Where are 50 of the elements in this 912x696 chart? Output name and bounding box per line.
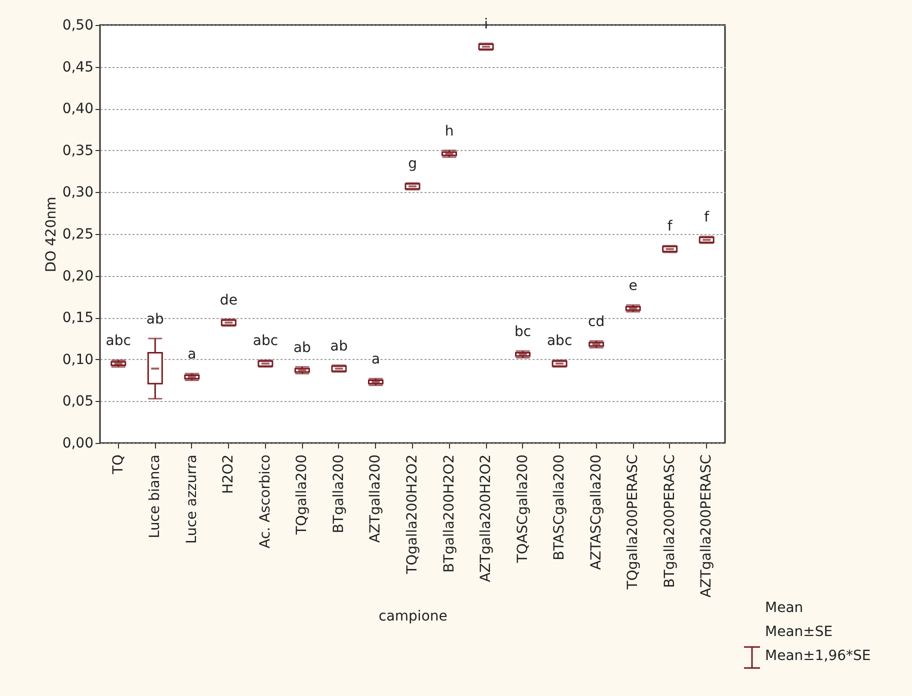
y-tick-label: 0,00 [62, 436, 94, 452]
y-tick-label: 0,25 [62, 226, 94, 242]
annotation: g [408, 156, 417, 172]
x-tick-label: BTASCgalla200 [552, 454, 568, 560]
x-tick-label: Luce bianca [147, 454, 164, 538]
x-tick-label: Luce azzurra [184, 454, 200, 544]
x-tick-label: TQASCgalla200 [514, 454, 531, 564]
y-tick-label: 0,45 [62, 59, 94, 76]
x-tick-label: AZTgalla200 [368, 454, 384, 543]
annotation: abc [106, 333, 131, 350]
x-tick-label: Ac. Ascorbico [257, 454, 274, 548]
x-tick-label: BTgalla200PERASC [662, 454, 678, 588]
x-tick-label: TQgalla200H2O2 [404, 454, 420, 575]
annotation: e [628, 278, 638, 294]
annotation: ab [293, 340, 312, 356]
x-tick-label: AZTgalla200H2O2 [478, 454, 494, 582]
x-tick-label: BTgalla200 [330, 454, 347, 534]
annotation: cd [588, 314, 605, 330]
annotation: h [444, 123, 454, 140]
y-tick-label: 0,50 [62, 18, 94, 34]
y-tick-label: 0,30 [62, 184, 94, 201]
annotation: f [667, 218, 674, 235]
y-axis-title: DO 420nm [43, 196, 60, 272]
x-tick-label: AZTASCgalla200 [588, 454, 604, 570]
x-tick-label: BTgalla200H2O2 [441, 454, 458, 573]
x-tick-label: TQgalla200 [294, 454, 310, 536]
text: Mean±1,96*SE [765, 648, 871, 664]
annotation: bc [514, 324, 532, 340]
y-tick-label: 0,20 [62, 268, 94, 284]
x-tick-label: H2O2 [220, 454, 237, 494]
x-tick-label: AZTgalla200PERASC [698, 454, 715, 598]
annotation: f [704, 210, 710, 226]
y-tick-label: 0,05 [62, 394, 94, 410]
annotation: de [220, 292, 238, 308]
text: Mean [765, 600, 804, 616]
y-tick-label: 0,10 [62, 352, 94, 368]
y-tick-label: 0,35 [62, 142, 94, 159]
annotation: ab [146, 312, 164, 328]
annotation: a [188, 346, 196, 363]
annotation: i [484, 16, 488, 32]
y-tick-label: 0,40 [62, 101, 94, 118]
annotation: a [371, 352, 380, 368]
annotation: abc [546, 333, 572, 350]
annotation: abc [252, 333, 278, 350]
x-tick-label: TQ [110, 454, 126, 476]
x-tick-label: TQgalla200PERASC [625, 454, 642, 590]
x-axis-title: campione [378, 608, 448, 624]
text: Mean±SE [765, 624, 833, 640]
annotation: ab [330, 338, 348, 354]
y-tick-label: 0,15 [62, 310, 94, 326]
